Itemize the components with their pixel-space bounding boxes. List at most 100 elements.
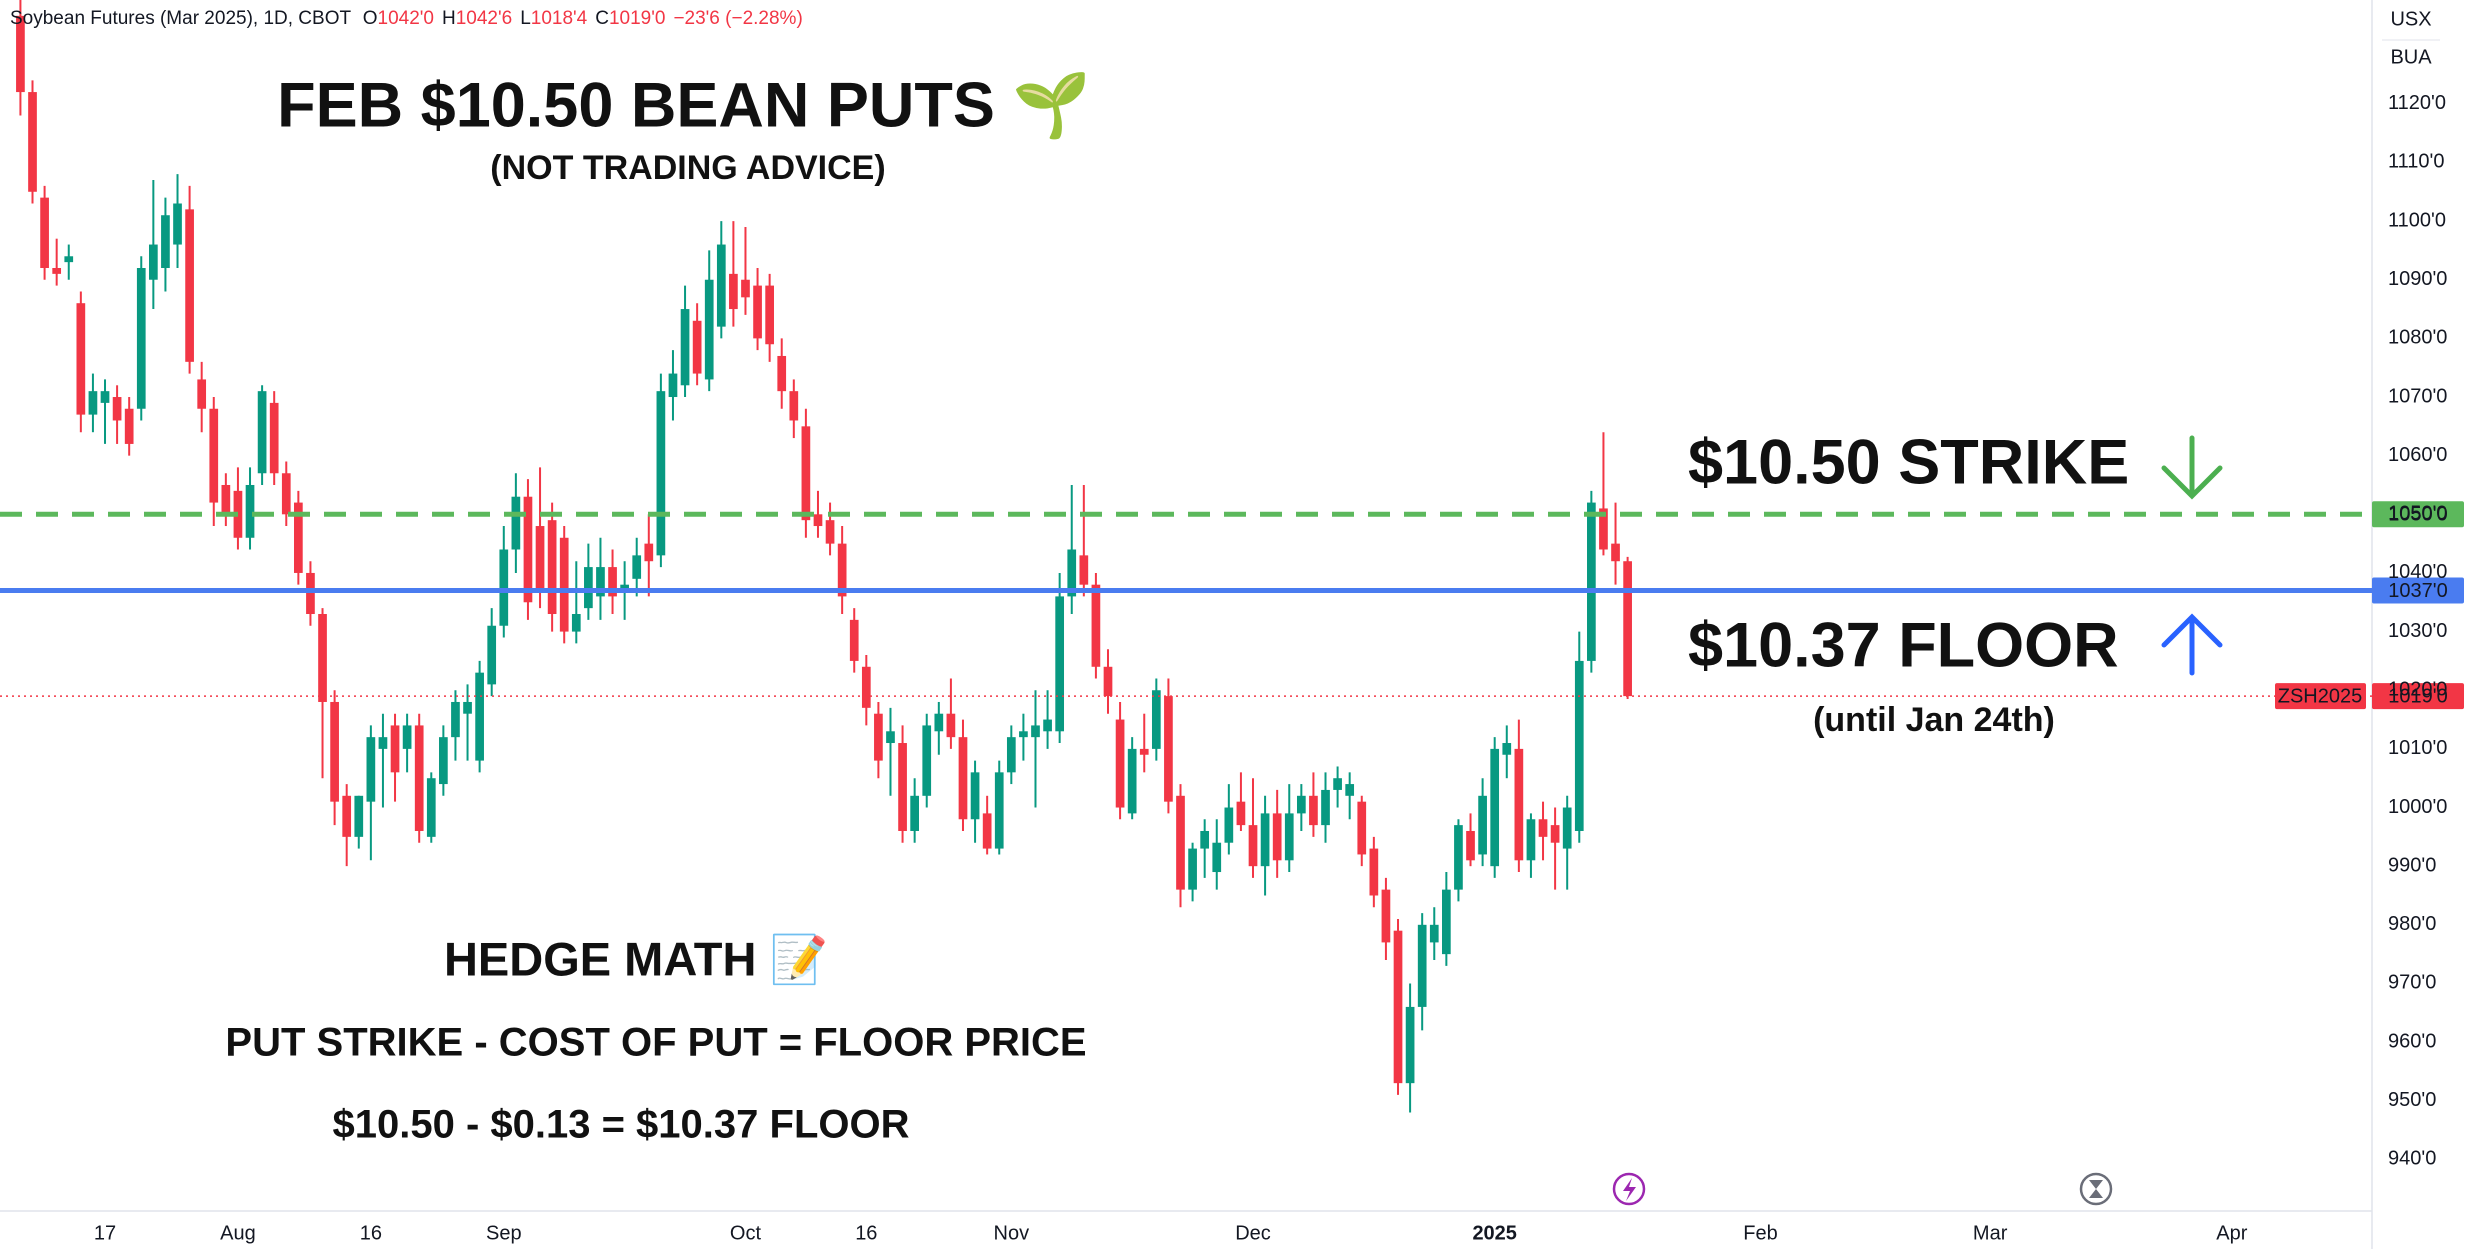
candle-body (1405, 1006, 1415, 1084)
candle-body (185, 209, 194, 362)
candle-body (257, 391, 267, 474)
unit[interactable]: BUA (2390, 46, 2432, 68)
candle-body (874, 713, 883, 761)
candle-body (366, 737, 376, 802)
price-label-box (2372, 501, 2464, 528)
candle-body (52, 268, 62, 274)
candle-body (342, 795, 352, 837)
currency[interactable]: USX (2390, 8, 2431, 30)
x-tick-label: Sep (486, 1222, 522, 1244)
candle-body (886, 731, 895, 744)
y-tick-label: 960'0 (2388, 1030, 2436, 1052)
candle-body (511, 496, 521, 550)
y-tick-label: 1000'0 (2388, 796, 2447, 818)
candle-body (861, 666, 871, 708)
annotation-hedge-example: $10.50 - $0.13 = $10.37 FLOOR (332, 1103, 909, 1147)
open-value: 1042'0 (378, 8, 434, 29)
candle-body (1550, 825, 1560, 843)
candle-body (1200, 830, 1210, 849)
candle-body (692, 320, 702, 374)
candle-body (1079, 555, 1089, 585)
y-tick-label: 1090'0 (2388, 268, 2447, 290)
candle-body (1333, 778, 1342, 790)
candle-body (571, 614, 581, 632)
candle-body (136, 268, 146, 409)
candle-body (294, 502, 303, 573)
candle-body (76, 303, 86, 415)
candle-body (596, 567, 605, 597)
candle-body (644, 543, 654, 562)
candle-body (1176, 795, 1185, 890)
candle-body (777, 355, 787, 392)
candle-body (1526, 819, 1536, 861)
down-arrow (2161, 435, 2223, 500)
x-tick-label: Mar (1973, 1222, 2008, 1244)
candle-body (1248, 825, 1258, 867)
event-icon[interactable] (1612, 1172, 1646, 1206)
candle-body (1599, 508, 1608, 550)
candle-body (789, 391, 799, 421)
candle-body (1429, 924, 1439, 943)
candle-body (378, 737, 388, 749)
candle-body (1442, 889, 1451, 955)
candle-body (402, 725, 412, 749)
candle-body (281, 473, 291, 515)
candle-body (1260, 813, 1270, 867)
candle-body (318, 614, 327, 702)
y-tick-label: 940'0 (2388, 1148, 2436, 1170)
candle-body (1006, 737, 1016, 773)
candle-body (1236, 801, 1246, 826)
candle-body (994, 772, 1004, 849)
overlay: 1050'0 1037'0 1019'0 ZSH2025 (2275, 501, 2464, 710)
y-tick-label: 980'0 (2388, 913, 2436, 935)
candle-body (414, 725, 424, 831)
candle-body (1393, 930, 1403, 1084)
candle-body (112, 397, 122, 421)
candle-body (1019, 731, 1028, 738)
candle-body (801, 426, 811, 521)
candle-body (306, 572, 315, 615)
candle-body (1127, 748, 1137, 814)
expiry-icon[interactable] (2079, 1172, 2113, 1206)
annotation-hedge-formula: PUT STRIKE - COST OF PUT = FLOOR PRICE (225, 1021, 1086, 1065)
candle-body (16, 15, 25, 93)
candle-body (499, 549, 509, 626)
candle-body (354, 795, 364, 837)
low-label: L (520, 8, 531, 29)
candle-body (1321, 789, 1330, 826)
candle-body (439, 737, 448, 785)
x-tick-label: Feb (1743, 1222, 1777, 1244)
annotation-strike: $10.50 STRIKE (1688, 428, 2129, 498)
candle-body (946, 713, 956, 738)
candle-body (958, 737, 968, 820)
candle-body (1091, 584, 1101, 667)
y-tick-label: 1030'0 (2388, 620, 2447, 642)
price-label: 1050'0 (2388, 504, 2447, 526)
candle-body (704, 279, 714, 380)
high-value: 1042'6 (456, 8, 512, 29)
candle-body (716, 244, 726, 327)
candle-body (825, 520, 835, 544)
annotation-subtitle: (NOT TRADING ADVICE) (490, 149, 885, 187)
symbol-label: ZSH2025 (2278, 685, 2363, 707)
candle-body (1587, 502, 1596, 661)
candle-body (765, 285, 774, 345)
x-tick-label: Dec (1235, 1222, 1271, 1244)
y-tick-label: 1040'0 (2388, 561, 2447, 583)
candle-body (849, 619, 859, 661)
candle-body (620, 584, 629, 591)
candle-body (668, 373, 678, 398)
annotation-title: FEB $10.50 BEAN PUTS 🌱 (277, 71, 1091, 141)
y-tick-label: 1010'0 (2388, 737, 2447, 759)
candle-body (426, 778, 436, 837)
y-tick-label: 1100'0 (2388, 209, 2446, 231)
candle-body (100, 391, 110, 403)
candle-body (898, 743, 907, 831)
candle-body (559, 537, 569, 632)
candle-body (753, 285, 762, 339)
candle-body (741, 279, 750, 298)
plot-area (0, 0, 2372, 1113)
candle-body (1188, 848, 1197, 890)
candle-body (245, 484, 255, 538)
candle-body (1272, 813, 1282, 861)
